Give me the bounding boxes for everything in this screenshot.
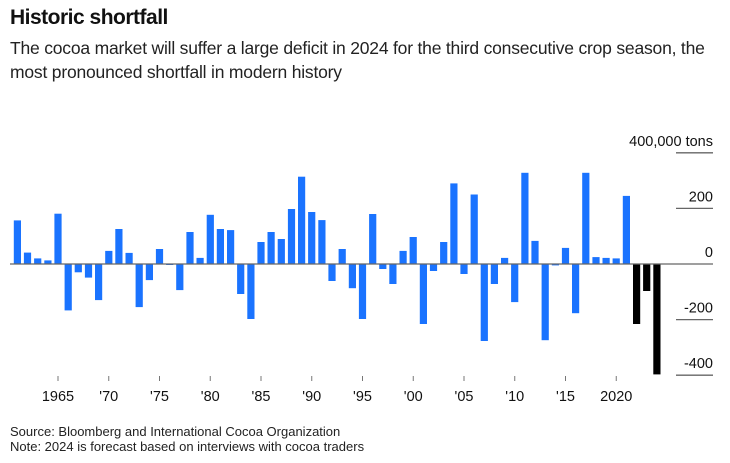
bar-2007 bbox=[480, 264, 488, 341]
bar-2022 bbox=[633, 264, 641, 324]
bar-1974 bbox=[145, 264, 153, 281]
bar-1977 bbox=[176, 264, 184, 291]
bar-1984 bbox=[247, 264, 255, 319]
x-tick-label-2010: '10 bbox=[505, 389, 524, 405]
bar-2016 bbox=[572, 264, 580, 314]
bar-2011 bbox=[521, 172, 529, 264]
bar-1970 bbox=[105, 250, 113, 264]
bar-1993 bbox=[338, 249, 346, 264]
x-tick-label-1985: '85 bbox=[252, 389, 271, 405]
bar-2000 bbox=[409, 237, 417, 264]
bar-1975 bbox=[155, 249, 164, 264]
bar-2015 bbox=[561, 247, 570, 264]
bars-group bbox=[13, 172, 661, 375]
x-tick-label-1995: '95 bbox=[353, 389, 372, 405]
bar-1992 bbox=[328, 264, 336, 281]
bar-2021 bbox=[622, 195, 630, 264]
y-tick-label--400: -400 bbox=[684, 356, 713, 372]
x-tick-label-2015: '15 bbox=[556, 389, 575, 405]
bar-1996 bbox=[369, 214, 377, 264]
bar-2008 bbox=[490, 264, 498, 284]
chart-subtitle: The cocoa market will suffer a large def… bbox=[10, 38, 705, 82]
x-tick-label-2005: '05 bbox=[455, 389, 474, 405]
bar-1966 bbox=[64, 264, 72, 311]
x-tick-label-1990: '90 bbox=[302, 389, 321, 405]
bar-1987 bbox=[277, 239, 285, 264]
bar-1972 bbox=[125, 252, 133, 264]
bar-1989 bbox=[298, 176, 306, 264]
x-tick-label-2000: '00 bbox=[404, 389, 423, 405]
y-axis: 400,000 tons 200 0 -200 -400 bbox=[10, 134, 713, 376]
bar-2013 bbox=[541, 264, 549, 341]
chart-title: Historic shortfall bbox=[10, 6, 168, 29]
bar-1995 bbox=[358, 264, 367, 319]
bar-2004 bbox=[450, 183, 458, 264]
bar-2014 bbox=[551, 264, 559, 266]
bar-1988 bbox=[287, 209, 296, 264]
y-tick-label-200: 200 bbox=[689, 189, 713, 205]
bar-1991 bbox=[318, 220, 326, 264]
bar-1982 bbox=[227, 230, 235, 264]
forecast-note: Note: 2024 is forecast based on intervie… bbox=[10, 439, 365, 454]
bar-2023 bbox=[643, 264, 651, 291]
bar-2012 bbox=[531, 240, 539, 264]
x-axis: 1965 '70 '75 '80 '85 '90 '95 '00 '05 '10 '15 2020 bbox=[42, 376, 632, 405]
bar-1978 bbox=[186, 232, 194, 264]
bar-2019 bbox=[602, 257, 610, 264]
bar-1963 bbox=[34, 258, 42, 264]
bar-2024 bbox=[653, 264, 661, 375]
bar-2002 bbox=[429, 264, 438, 271]
bar-1969 bbox=[95, 264, 103, 301]
x-tick-label-2020: 2020 bbox=[600, 389, 632, 405]
bar-1994 bbox=[348, 264, 356, 289]
bar-1961 bbox=[13, 220, 21, 264]
x-tick-label-1970: '70 bbox=[99, 389, 118, 405]
bar-1997 bbox=[379, 264, 387, 269]
y-tick-label-0: 0 bbox=[705, 245, 713, 261]
bar-2017 bbox=[582, 172, 590, 264]
bar-1983 bbox=[237, 264, 245, 294]
bar-1971 bbox=[115, 229, 123, 264]
bar-1999 bbox=[399, 250, 407, 264]
y-tick-label--200: -200 bbox=[684, 301, 713, 317]
bar-1965 bbox=[54, 213, 62, 264]
bar-1986 bbox=[267, 232, 275, 264]
bar-1998 bbox=[389, 264, 397, 284]
bar-2006 bbox=[470, 194, 478, 264]
bar-2005 bbox=[460, 264, 468, 274]
bar-2018 bbox=[592, 257, 600, 265]
bar-2009 bbox=[501, 257, 509, 264]
bar-1979 bbox=[196, 257, 204, 264]
bar-2001 bbox=[419, 264, 427, 324]
y-tick-label-400: 400,000 tons bbox=[629, 134, 713, 150]
bar-1973 bbox=[135, 264, 143, 308]
bar-1980 bbox=[206, 214, 214, 264]
bar-1962 bbox=[23, 252, 32, 264]
source-note: Source: Bloomberg and International Coco… bbox=[10, 424, 341, 439]
bar-2003 bbox=[440, 242, 448, 264]
bar-1967 bbox=[74, 264, 82, 273]
bar-2010 bbox=[511, 264, 519, 303]
bar-1985 bbox=[257, 242, 265, 264]
x-tick-label-1975: '75 bbox=[150, 389, 169, 405]
x-tick-label-1965: 1965 bbox=[42, 389, 74, 405]
bar-1981 bbox=[216, 229, 224, 264]
bar-1964 bbox=[44, 260, 52, 264]
bar-1968 bbox=[84, 264, 93, 278]
bar-2020 bbox=[612, 258, 620, 264]
bar-1990 bbox=[308, 212, 316, 264]
x-tick-label-1980: '80 bbox=[201, 389, 220, 405]
